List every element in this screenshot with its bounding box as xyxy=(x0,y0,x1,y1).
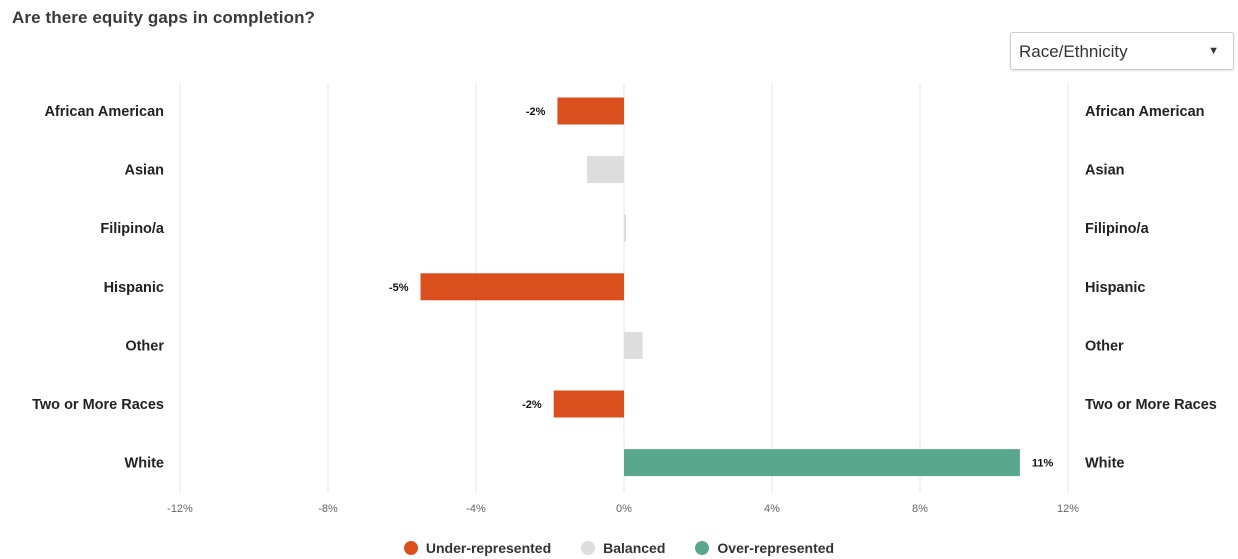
category-label-right: Asian xyxy=(1085,163,1125,179)
bar-group[interactable] xyxy=(624,449,1020,477)
category-label-left: Hispanic xyxy=(104,280,164,296)
x-tick-label: 0% xyxy=(616,503,632,515)
category-label-right: Two or More Races xyxy=(1085,397,1217,413)
category-label-right: Other xyxy=(1085,338,1124,354)
bar[interactable] xyxy=(420,273,625,301)
bar[interactable] xyxy=(587,156,624,184)
legend-item-under[interactable]: Under-represented xyxy=(403,540,552,556)
category-label-left: Two or More Races xyxy=(32,397,164,413)
category-label-right: African American xyxy=(1085,104,1205,120)
category-label-left: Asian xyxy=(125,163,165,179)
bar[interactable] xyxy=(624,449,1020,477)
x-tick-label: -8% xyxy=(318,503,338,515)
chart-legend: Under-represented Balanced Over-represen… xyxy=(0,538,1238,558)
category-label-right: Hispanic xyxy=(1085,280,1145,296)
bar[interactable] xyxy=(624,214,626,242)
x-tick-label: 8% xyxy=(912,503,928,515)
bar-group[interactable] xyxy=(624,331,643,359)
group-select-dropdown[interactable]: Race/Ethnicity ▼ xyxy=(1010,32,1234,70)
bar-group[interactable] xyxy=(420,273,625,301)
bar-group[interactable] xyxy=(553,390,624,418)
category-label-left: Filipino/a xyxy=(100,221,165,237)
legend-item-balanced[interactable]: Balanced xyxy=(581,540,665,556)
bar-group[interactable] xyxy=(624,214,626,242)
bar-group[interactable] xyxy=(557,97,624,125)
data-label: -2% xyxy=(522,399,542,411)
bar[interactable] xyxy=(624,331,643,359)
data-label: -2% xyxy=(526,106,546,118)
legend-item-over[interactable]: Over-represented xyxy=(695,540,834,556)
caret-down-icon: ▼ xyxy=(1208,45,1219,57)
legend-under-dot-icon xyxy=(403,541,418,555)
bar[interactable] xyxy=(557,97,624,125)
x-tick-label: 4% xyxy=(764,503,780,515)
x-tick-label: -4% xyxy=(466,503,486,515)
legend-over-label: Over-represented xyxy=(717,540,835,556)
legend-over-dot-icon xyxy=(695,541,710,555)
category-label-left: Other xyxy=(125,338,164,354)
x-tick-label: 12% xyxy=(1057,503,1079,515)
category-label-right: Filipino/a xyxy=(1085,221,1150,237)
legend-under-label: Under-represented xyxy=(425,540,552,556)
category-label-left: African American xyxy=(44,104,164,120)
bar-group[interactable] xyxy=(587,156,624,184)
bar[interactable] xyxy=(553,390,624,418)
group-select-value: Race/Ethnicity xyxy=(1019,42,1128,61)
legend-balanced-label: Balanced xyxy=(603,540,666,556)
data-label: 11% xyxy=(1032,458,1054,470)
x-tick-label: -12% xyxy=(167,503,193,515)
bar-chart: -12% -8% -4% 0% 4% 8% 12% African American Afric… xyxy=(32,84,1217,515)
data-label: -5% xyxy=(389,282,409,294)
chart-title: Are there equity gaps in completion? xyxy=(12,8,316,27)
category-label-right: White xyxy=(1085,456,1124,472)
category-label-left: White xyxy=(125,456,164,472)
legend-balanced-dot-icon xyxy=(581,541,596,555)
